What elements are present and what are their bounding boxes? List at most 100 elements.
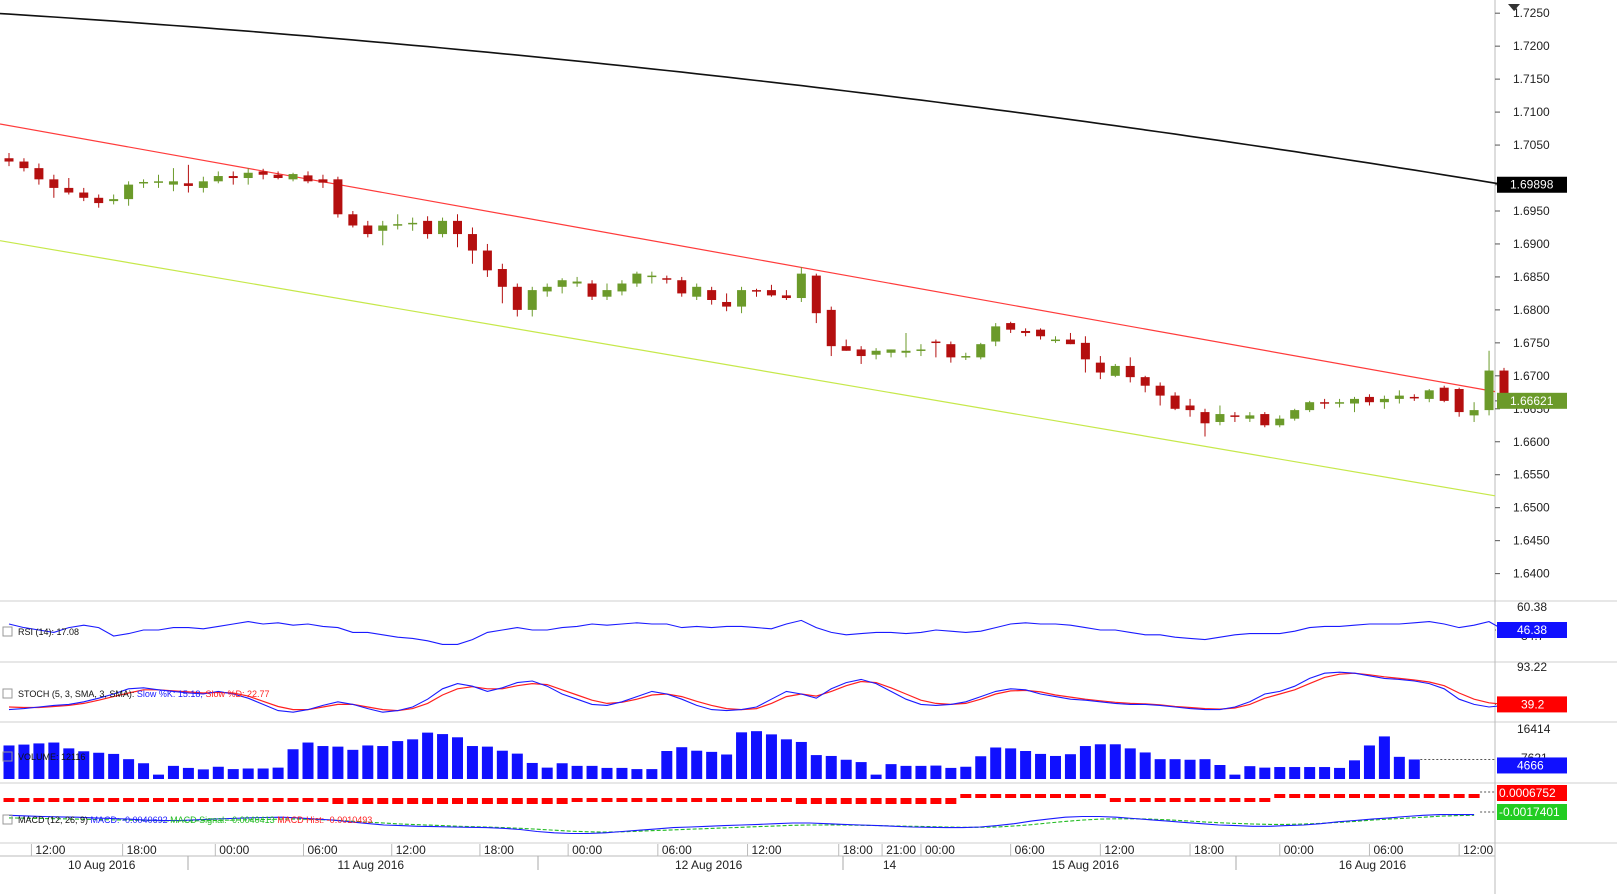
- candle-bear[interactable]: [1006, 323, 1016, 330]
- candle-bull[interactable]: [602, 290, 612, 297]
- volume-bar[interactable]: [422, 732, 434, 779]
- candle-bull[interactable]: [557, 280, 567, 287]
- candle-bear[interactable]: [856, 349, 866, 357]
- candle-bull[interactable]: [288, 174, 298, 180]
- candle-bear[interactable]: [722, 301, 732, 307]
- volume-bar[interactable]: [1020, 751, 1032, 779]
- volume-bar[interactable]: [227, 769, 239, 779]
- volume-bar[interactable]: [212, 766, 224, 779]
- candle-bull[interactable]: [198, 181, 208, 188]
- volume-bar[interactable]: [900, 765, 912, 779]
- volume-bar[interactable]: [63, 748, 75, 779]
- candle-bear[interactable]: [1260, 414, 1270, 426]
- volume-bar[interactable]: [1393, 756, 1405, 779]
- volume-bar[interactable]: [362, 745, 374, 779]
- candle-bull[interactable]: [1290, 410, 1300, 419]
- candle-bear[interactable]: [1080, 342, 1090, 360]
- volume-bar[interactable]: [601, 767, 613, 779]
- candle-bull[interactable]: [737, 290, 747, 307]
- volume-bar[interactable]: [1169, 759, 1181, 779]
- candle-bear[interactable]: [1185, 405, 1195, 411]
- candle-bear[interactable]: [752, 290, 761, 292]
- candle-bull[interactable]: [243, 172, 253, 179]
- candle-bull[interactable]: [408, 222, 418, 225]
- volume-bar[interactable]: [182, 767, 194, 779]
- volume-bar[interactable]: [242, 768, 254, 780]
- volume-bar[interactable]: [78, 751, 90, 779]
- volume-bar[interactable]: [437, 734, 449, 779]
- volume-bar[interactable]: [33, 743, 45, 779]
- close-icon[interactable]: [2, 751, 13, 762]
- volume-bar[interactable]: [496, 750, 508, 779]
- candle-bear[interactable]: [79, 192, 89, 198]
- volume-bar[interactable]: [960, 766, 972, 779]
- volume-bar[interactable]: [511, 753, 523, 779]
- candle-bear[interactable]: [946, 344, 956, 358]
- volume-bar[interactable]: [287, 749, 299, 779]
- volume-bar[interactable]: [48, 742, 60, 779]
- volume-bar[interactable]: [1154, 759, 1166, 779]
- volume-bar[interactable]: [1319, 767, 1331, 779]
- candle-bull[interactable]: [378, 225, 388, 231]
- volume-bar[interactable]: [870, 774, 882, 779]
- volume-bar[interactable]: [1289, 767, 1301, 779]
- volume-bar[interactable]: [945, 767, 957, 779]
- candle-bear[interactable]: [677, 280, 687, 294]
- candle-bear[interactable]: [19, 161, 29, 169]
- volume-bar[interactable]: [691, 750, 703, 779]
- volume-bar[interactable]: [885, 764, 897, 779]
- candle-bull[interactable]: [527, 290, 537, 310]
- channel-lower-line[interactable]: [0, 240, 1496, 497]
- volume-bar[interactable]: [407, 739, 419, 779]
- candle-bear[interactable]: [1454, 389, 1464, 413]
- volume-bar[interactable]: [975, 756, 987, 779]
- close-icon[interactable]: [2, 688, 13, 699]
- volume-bar[interactable]: [990, 747, 1002, 780]
- candle-bear[interactable]: [766, 290, 776, 296]
- candle-bear[interactable]: [467, 234, 477, 251]
- volume-bar[interactable]: [556, 763, 568, 779]
- volume-bar[interactable]: [1274, 767, 1286, 779]
- volume-bar[interactable]: [153, 774, 164, 779]
- candle-bull[interactable]: [617, 283, 627, 292]
- candle-bear[interactable]: [1125, 365, 1135, 378]
- candle-bull[interactable]: [139, 181, 149, 184]
- candle-bear[interactable]: [482, 250, 492, 271]
- candle-bull[interactable]: [976, 344, 986, 358]
- candle-bear[interactable]: [303, 175, 313, 182]
- candle-bull[interactable]: [1051, 339, 1060, 342]
- candle-bull[interactable]: [1215, 414, 1225, 422]
- volume-bar[interactable]: [1124, 748, 1136, 779]
- candle-bull[interactable]: [1469, 410, 1479, 416]
- volume-bar[interactable]: [3, 745, 15, 779]
- candle-bear[interactable]: [1140, 377, 1150, 386]
- volume-bar[interactable]: [780, 739, 792, 779]
- volume-bar[interactable]: [631, 769, 643, 779]
- volume-pane[interactable]: 1641476214666: [3, 722, 1568, 780]
- candle-bear[interactable]: [1320, 402, 1330, 404]
- volume-bar[interactable]: [825, 755, 837, 779]
- candle-bear[interactable]: [1409, 396, 1419, 399]
- candle-bear[interactable]: [348, 214, 358, 226]
- volume-bar[interactable]: [541, 767, 553, 779]
- volume-bar[interactable]: [392, 741, 404, 779]
- candle-bear[interactable]: [1021, 330, 1031, 333]
- candle-bear[interactable]: [1036, 329, 1046, 337]
- candle-bear[interactable]: [841, 346, 851, 351]
- close-icon[interactable]: [2, 814, 13, 825]
- volume-bar[interactable]: [930, 765, 942, 779]
- candle-bear[interactable]: [318, 179, 328, 183]
- volume-bar[interactable]: [332, 746, 344, 779]
- volume-bar[interactable]: [272, 767, 284, 779]
- volume-bar[interactable]: [1214, 765, 1226, 779]
- volume-bar[interactable]: [1363, 745, 1375, 779]
- volume-bar[interactable]: [1184, 759, 1196, 779]
- candle-bull[interactable]: [886, 349, 896, 353]
- volume-bar[interactable]: [1408, 759, 1420, 779]
- candle-bear[interactable]: [183, 183, 193, 186]
- volume-bar[interactable]: [676, 747, 688, 779]
- volume-bar[interactable]: [586, 765, 598, 779]
- volume-bar[interactable]: [751, 731, 762, 779]
- candle-bear[interactable]: [1364, 396, 1374, 403]
- candle-bear[interactable]: [363, 225, 373, 235]
